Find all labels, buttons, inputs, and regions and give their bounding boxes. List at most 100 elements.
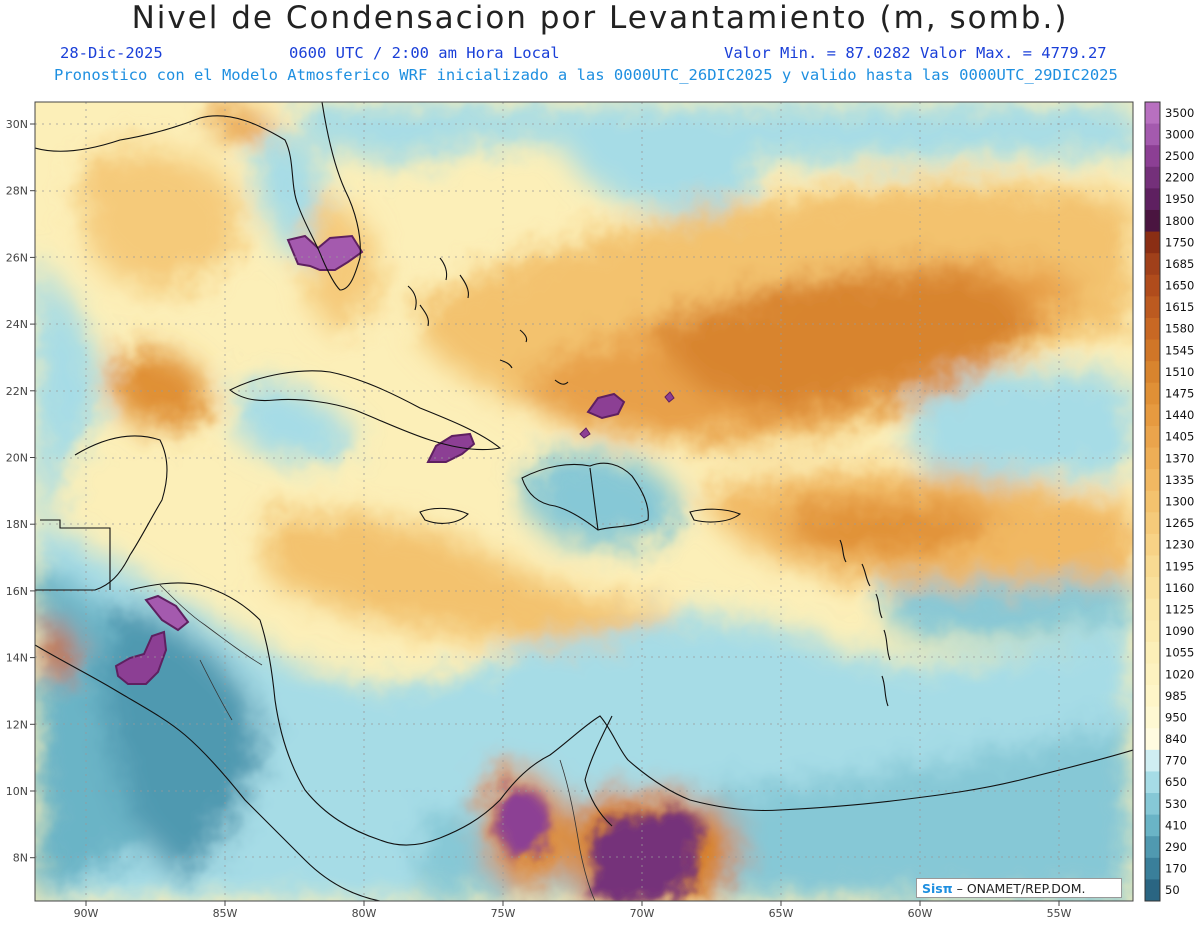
lon-tick-label: 60W — [908, 907, 933, 920]
colorbar-label: 1300 — [1165, 495, 1194, 509]
colorbar-label: 1545 — [1165, 343, 1194, 357]
colorbar-label: 1370 — [1165, 451, 1194, 465]
colorbar-swatch — [1145, 620, 1160, 643]
forecast-date: 28-Dic-2025 — [60, 44, 163, 62]
lat-tick-label: 14N — [6, 652, 28, 665]
colorbar-label: 2200 — [1165, 171, 1194, 185]
colorbar-swatch — [1145, 317, 1160, 341]
colorbar-swatch — [1145, 641, 1160, 664]
colorbar-swatch — [1145, 253, 1160, 276]
colorbar-swatch — [1145, 577, 1160, 600]
lon-tick-label: 55W — [1047, 907, 1072, 920]
colorbar-label: 1510 — [1165, 365, 1194, 379]
colorbar-label: 840 — [1165, 732, 1187, 746]
lat-tick-label: 16N — [6, 585, 28, 598]
lon-tick-label: 85W — [213, 907, 238, 920]
lat-tick-label: 30N — [6, 118, 28, 131]
colorbar-label: 170 — [1165, 862, 1187, 876]
colorbar-swatch — [1145, 793, 1160, 816]
latitude-ticks: 30N 28N 26N 24N 22N 20N 18N 16N 14N 12N 10N 8N — [6, 118, 35, 865]
colorbar-label: 290 — [1165, 840, 1187, 854]
lat-tick-label: 24N — [6, 318, 28, 331]
sispi-logo: Sisπ — [922, 881, 953, 896]
colorbar-swatch — [1145, 663, 1160, 686]
colorbar-swatch — [1145, 771, 1160, 794]
colorbar-label: 1090 — [1165, 624, 1194, 638]
colorbar-label: 1160 — [1165, 581, 1194, 595]
colorbar-swatch — [1145, 814, 1160, 837]
lon-tick-label: 75W — [491, 907, 516, 920]
colorbar-swatch — [1145, 296, 1160, 319]
colorbar-swatch — [1145, 598, 1160, 621]
colorbar-label: 530 — [1165, 797, 1187, 811]
colorbar-label: 50 — [1165, 883, 1180, 897]
coastlines — [35, 102, 1133, 901]
lat-tick-label: 20N — [6, 452, 28, 465]
colorbar-swatch — [1145, 425, 1160, 449]
colorbar-swatch — [1145, 512, 1160, 535]
lat-tick-label: 18N — [6, 518, 28, 531]
colorbar-swatch — [1145, 728, 1160, 751]
colorbar-swatch — [1145, 274, 1160, 297]
model-info: Pronostico con el Modelo Atmosferico WRF… — [54, 66, 1118, 84]
colorbar-swatch — [1145, 339, 1160, 362]
colorbar-swatch — [1145, 382, 1160, 405]
colorbar-label: 1020 — [1165, 667, 1194, 681]
colorbar-label: 1265 — [1165, 516, 1194, 530]
colorbar-swatch — [1145, 145, 1160, 168]
lat-tick-label: 22N — [6, 385, 28, 398]
lat-tick-label: 10N — [6, 785, 28, 798]
colorbar-label: 2500 — [1165, 149, 1194, 163]
colorbar-swatch — [1145, 361, 1160, 384]
plot-frame — [34, 101, 1134, 902]
colorbar-swatch — [1145, 188, 1160, 211]
colorbar-swatch — [1145, 836, 1160, 859]
colorbar-label: 1335 — [1165, 473, 1194, 487]
colorbar-label: 985 — [1165, 689, 1187, 703]
colorbar-swatch — [1145, 749, 1160, 772]
colorbar-swatch — [1145, 879, 1160, 902]
credit-box: Sisπ – ONAMET/REP.DOM. — [916, 878, 1122, 898]
lon-tick-label: 90W — [74, 907, 99, 920]
colorbar-label: 1950 — [1165, 192, 1194, 206]
lon-tick-label: 65W — [769, 907, 794, 920]
min-max-values: Valor Min. = 87.0282 Valor Max. = 4779.2… — [724, 44, 1107, 62]
colorbar-swatch — [1145, 447, 1160, 470]
colorbar-swatch — [1145, 533, 1160, 556]
forecast-time: 0600 UTC / 2:00 am Hora Local — [289, 44, 560, 62]
colorbar-swatch — [1145, 555, 1160, 578]
lcl-field — [35, 102, 1133, 901]
colorbar-swatch — [1145, 404, 1160, 427]
colorbar-label: 1685 — [1165, 257, 1194, 271]
colorbar-label: 1230 — [1165, 538, 1194, 552]
colorbar-swatch — [1145, 102, 1160, 125]
colorbar-label: 1195 — [1165, 559, 1194, 573]
colorbar-swatch — [1145, 706, 1160, 729]
colorbar-swatch — [1145, 490, 1160, 513]
colorbar-swatch — [1145, 166, 1160, 189]
colorbar: 3500 3000 2500 2200 1950 1800 1750 1685 1650 1615… — [1144, 101, 1194, 902]
colorbar-swatch — [1145, 685, 1160, 708]
colorbar-label: 770 — [1165, 754, 1187, 768]
colorbar-label: 410 — [1165, 818, 1187, 832]
colorbar-frame — [1144, 101, 1161, 902]
colorbar-label: 950 — [1165, 710, 1187, 724]
colorbar-label: 3500 — [1165, 106, 1194, 120]
colorbar-label: 1580 — [1165, 322, 1194, 336]
colorbar-label: 1125 — [1165, 602, 1194, 616]
colorbar-label: 3000 — [1165, 127, 1194, 141]
colorbar-swatch — [1145, 857, 1160, 880]
credit-text: – ONAMET/REP.DOM. — [952, 881, 1086, 896]
colorbar-swatch — [1145, 469, 1160, 492]
colorbar-label: 1475 — [1165, 387, 1194, 401]
lat-tick-label: 8N — [13, 852, 28, 865]
colorbar-swatch — [1145, 209, 1160, 233]
colorbar-swatch — [1145, 123, 1160, 146]
longitude-ticks: 90W 85W 80W 75W 70W 65W 60W 55W — [74, 901, 1072, 920]
colorbar-label: 1800 — [1165, 214, 1194, 228]
lon-tick-label: 80W — [352, 907, 377, 920]
colorbar-label: 1405 — [1165, 430, 1194, 444]
colorbar-label: 1440 — [1165, 408, 1194, 422]
colorbar-label: 650 — [1165, 775, 1187, 789]
